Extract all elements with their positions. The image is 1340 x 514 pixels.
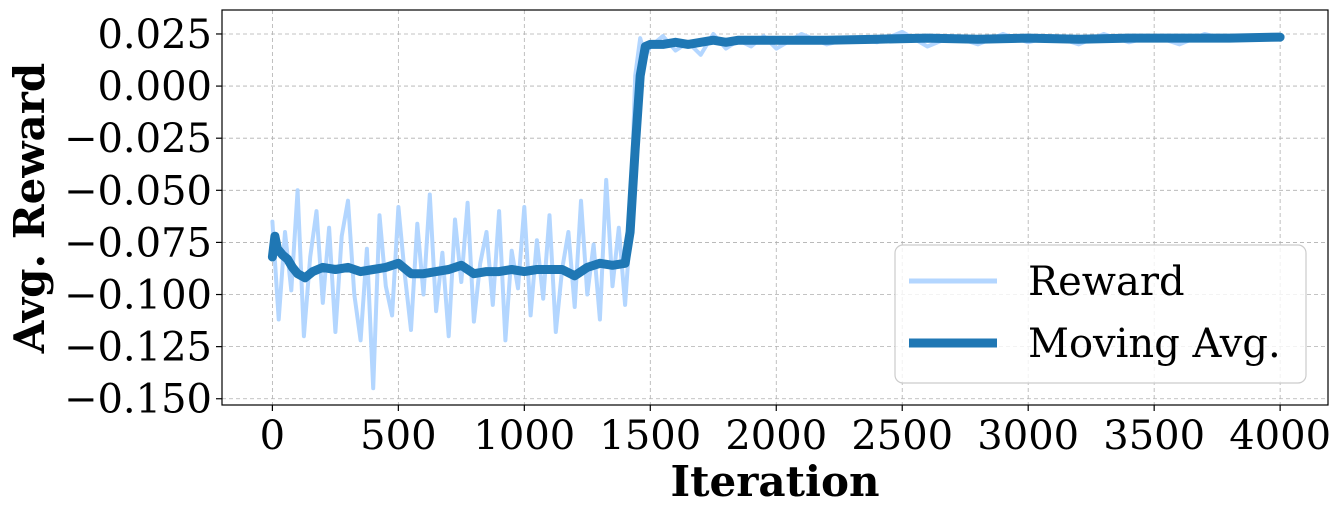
x-axis-label: Iteration [670, 457, 879, 506]
x-tick-label: 500 [360, 413, 436, 459]
legend-label-reward: Reward [1028, 259, 1185, 305]
y-tick-label: −0.150 [64, 377, 212, 423]
x-tick-label: 0 [260, 413, 285, 459]
legend-frame [894, 244, 1307, 384]
legend-label-moving-avg: Moving Avg. [1028, 321, 1281, 367]
y-tick-label: 0.000 [97, 64, 212, 110]
y-axis-label: Avg. Reward [5, 63, 54, 354]
x-tick-label: 3000 [977, 413, 1079, 459]
y-tick-label: −0.125 [64, 325, 212, 371]
moving-avg-line [267, 32, 1285, 283]
x-tick-label: 2000 [725, 413, 827, 459]
y-tick-label: −0.100 [64, 273, 212, 319]
legend: Reward Moving Avg. [894, 244, 1307, 384]
x-tick-label: 1500 [599, 413, 701, 459]
x-tick-label: 2500 [851, 413, 953, 459]
plot-frame [221, 9, 1329, 406]
x-tick-label: 4000 [1229, 413, 1331, 459]
y-tick-label: −0.025 [64, 116, 212, 162]
y-tick-label: −0.075 [64, 220, 212, 266]
x-tick-label: 1000 [473, 413, 575, 459]
y-tick-label: −0.050 [64, 168, 212, 214]
ticks: 0 500 1000 1500 2000 2500 3000 3500 4000 0.025 0.0… [64, 12, 1331, 459]
x-tick-label: 3500 [1103, 413, 1205, 459]
y-tick-label: 0.025 [97, 12, 212, 58]
series-layer [267, 29, 1285, 391]
grid [222, 10, 1328, 405]
